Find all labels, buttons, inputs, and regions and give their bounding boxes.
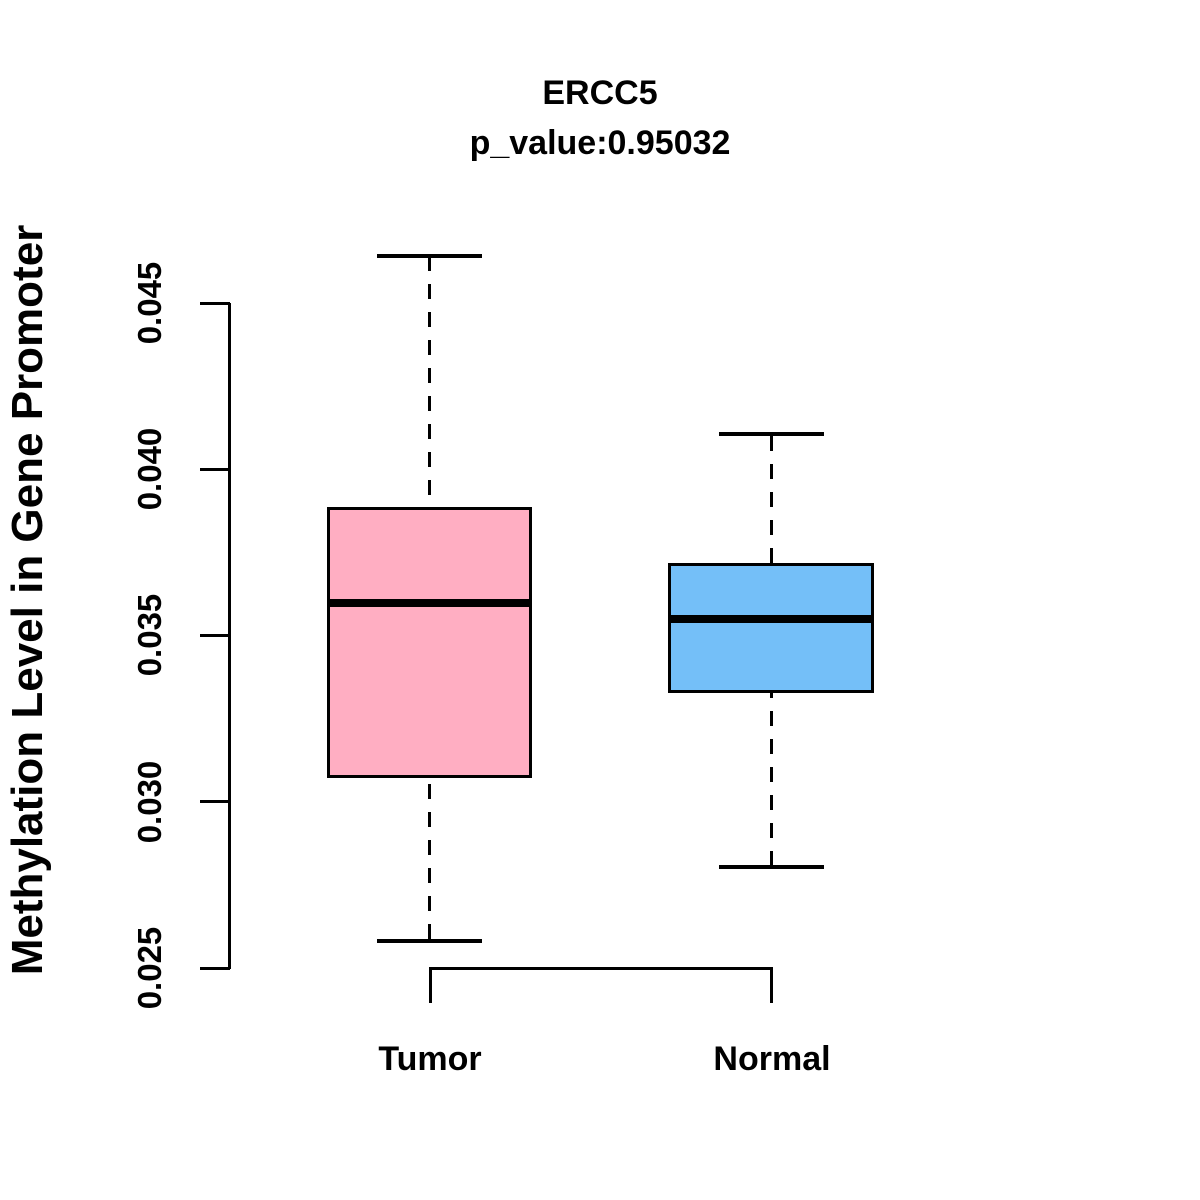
tumor-median-line	[327, 599, 532, 607]
x-tick-tumor	[429, 967, 432, 1003]
y-tick-label-0035: 0.035	[131, 593, 168, 677]
y-tick-label-0025: 0.025	[131, 926, 168, 1010]
tumor-lower-whisker	[428, 778, 431, 939]
normal-lower-whisker	[770, 693, 773, 866]
y-tick-label-0040: 0.040	[131, 427, 168, 511]
normal-median-line	[668, 615, 874, 623]
x-axis-line	[429, 967, 773, 970]
normal-upper-whisker-cap	[719, 432, 824, 436]
y-tick-0035	[200, 634, 230, 637]
y-tick-0045	[200, 302, 230, 305]
x-tick-normal	[770, 967, 773, 1003]
x-label-tumor: Tumor	[378, 1040, 482, 1078]
tumor-box	[327, 507, 532, 778]
tumor-upper-whisker	[428, 256, 431, 507]
chart-subtitle-pvalue: p_value:0.95032	[469, 124, 731, 162]
x-label-normal: Normal	[713, 1040, 831, 1078]
tumor-lower-whisker-cap	[377, 939, 482, 943]
normal-box	[668, 563, 874, 693]
y-axis-label: Methylation Level in Gene Promoter	[3, 224, 52, 976]
y-tick-0030	[200, 800, 230, 803]
y-tick-0025	[200, 967, 230, 970]
normal-lower-whisker-cap	[719, 865, 824, 869]
y-tick-0040	[200, 468, 230, 471]
chart-title: ERCC5	[542, 74, 658, 112]
y-tick-label-0045: 0.045	[131, 261, 168, 345]
normal-upper-whisker	[770, 436, 773, 563]
chart-title-block: ERCC5 p_value:0.95032	[0, 68, 1200, 168]
y-tick-label-0030: 0.030	[131, 760, 168, 844]
